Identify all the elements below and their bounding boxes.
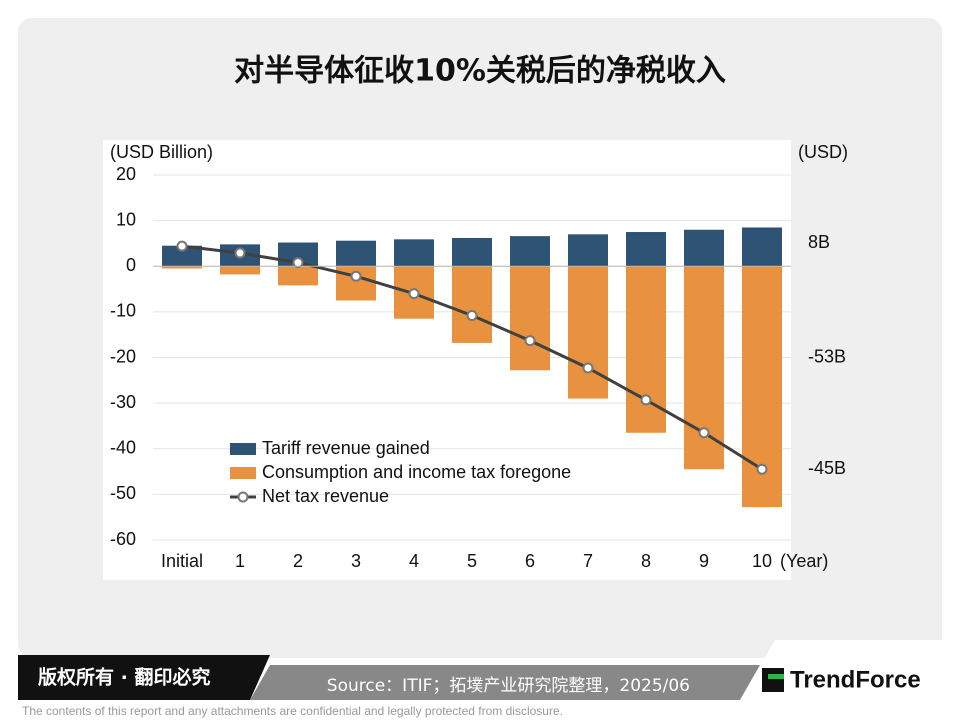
- bar: [220, 266, 260, 275]
- logo-mark: [762, 668, 784, 692]
- bar: [510, 236, 550, 267]
- disclaimer: The contents of this report and any atta…: [22, 704, 563, 718]
- bar: [162, 266, 202, 269]
- line-marker: [408, 288, 420, 300]
- legend-label: Consumption and income tax foregone: [262, 462, 571, 482]
- line-marker: [292, 257, 304, 269]
- logo-mark-stripe: [768, 674, 784, 679]
- y2-axis-label: (USD): [798, 142, 848, 162]
- line-marker: [176, 240, 188, 252]
- y-tick-label: 10: [116, 209, 136, 229]
- x-tick-label: 10: [752, 551, 772, 571]
- x-tick-label: 2: [293, 551, 303, 571]
- y-tick-label: -40: [110, 438, 136, 458]
- brand-text: TrendForce: [790, 666, 921, 693]
- y-tick-label: -50: [110, 483, 136, 503]
- x-tick-label: 7: [583, 551, 593, 571]
- y-tick-label: 20: [116, 164, 136, 184]
- bar: [510, 266, 550, 371]
- source-band: [250, 665, 760, 700]
- x-tick-label: 4: [409, 551, 419, 571]
- source-text: Source：ITIF；拓墣产业研究院整理，2025/06: [327, 676, 690, 696]
- chart-area: [103, 140, 791, 580]
- line-marker: [350, 270, 362, 282]
- x-tick-label: 1: [235, 551, 245, 571]
- y-tick-label: -60: [110, 529, 136, 549]
- x-tick-label: Initial: [161, 551, 203, 571]
- y-tick-label: 0: [126, 255, 136, 275]
- bar: [684, 266, 724, 470]
- x-tick-label: 3: [351, 551, 361, 571]
- logo-band: [740, 640, 942, 700]
- line-marker: [524, 335, 536, 347]
- bar: [336, 240, 376, 267]
- x-tick-label: 5: [467, 551, 477, 571]
- bar: [394, 239, 434, 267]
- line-marker: [640, 394, 652, 406]
- bar: [452, 237, 492, 267]
- line-marker: [466, 310, 478, 322]
- legend-swatch: [230, 467, 256, 479]
- bar: [684, 229, 724, 267]
- bar: [568, 234, 608, 267]
- x-axis-label: (Year): [780, 551, 828, 571]
- chart-title: 对半导体征收10%关税后的净税收入: [234, 54, 726, 89]
- x-tick-label: 6: [525, 551, 535, 571]
- bar: [278, 266, 318, 286]
- legend-marker: [237, 491, 249, 503]
- y-axis-label: (USD Billion): [110, 142, 213, 162]
- bar: [162, 245, 202, 267]
- bar: [452, 266, 492, 343]
- bar: [626, 232, 666, 267]
- legend-label: Net tax revenue: [262, 486, 389, 506]
- legend-swatch: [230, 443, 256, 455]
- y2-tick-label: 8B: [808, 232, 830, 252]
- x-tick-label: 8: [641, 551, 651, 571]
- bar: [742, 227, 782, 267]
- y-tick-label: -20: [110, 346, 136, 366]
- y2-tick-label: -45B: [808, 458, 846, 478]
- legend-label: Tariff revenue gained: [262, 438, 430, 458]
- y2-tick-label: -53B: [808, 346, 846, 366]
- rights-band: [18, 655, 270, 700]
- x-tick-label: 9: [699, 551, 709, 571]
- line-marker: [234, 247, 246, 259]
- y-tick-label: -10: [110, 301, 136, 321]
- line-marker: [698, 427, 710, 439]
- line-marker: [756, 463, 768, 475]
- rights-text: 版权所有 · 翻印必究: [38, 666, 210, 689]
- line-marker: [582, 362, 594, 374]
- y-tick-label: -30: [110, 392, 136, 412]
- bar: [568, 266, 608, 399]
